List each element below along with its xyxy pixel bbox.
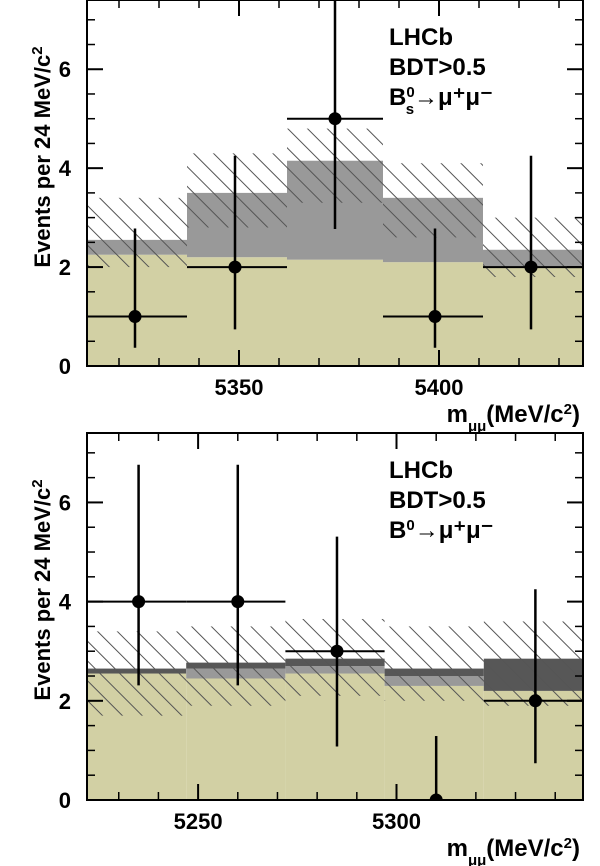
- y-tick-label: 6: [59, 490, 71, 515]
- x-axis-title-sub: μμ: [468, 418, 486, 435]
- uncertainty-band-bin-4: [483, 621, 583, 706]
- uncertainty-band-bin-1: [186, 626, 286, 706]
- data-point-4: [524, 260, 538, 274]
- uncertainty-band-bin-3: [383, 163, 483, 238]
- plot-area: [87, 464, 583, 800]
- annotation-tail: →μ⁺μ⁻: [414, 84, 493, 111]
- plot-area: [87, 0, 583, 366]
- annotation-line-2: B0 s→μ⁺μ⁻: [389, 84, 493, 118]
- y-tick-label: 4: [59, 590, 72, 615]
- plot-frame: [86, 432, 584, 801]
- y-axis-title-sup: 2: [29, 46, 46, 54]
- x-axis-title-close: ): [572, 835, 580, 862]
- x-axis-title: mμμ(MeV/c2): [447, 401, 580, 435]
- x-axis-title-sub: μμ: [468, 852, 486, 866]
- y-tick-label: 4: [59, 156, 72, 181]
- x-axis-title-main: m: [447, 835, 468, 862]
- uncertainty-band-bin-2: [285, 618, 385, 696]
- bar-background-bin-1: [187, 257, 287, 366]
- data-point-3: [428, 310, 442, 324]
- x-axis-title-tail: (MeV/c: [486, 401, 563, 428]
- data-point-0: [132, 595, 146, 609]
- y-axis-title: Events per 24 MeV/c2: [29, 46, 56, 267]
- annotation-main: B: [389, 517, 406, 544]
- y-axis-title-sup: 2: [29, 479, 46, 487]
- annotation-line-2: B0→μ⁺μ⁻: [389, 517, 493, 545]
- annotation-sup: 0: [406, 517, 414, 534]
- annotation-sub: s: [406, 101, 414, 118]
- plot-frame: [86, 0, 584, 367]
- data-point-2: [328, 112, 342, 126]
- y-tick-label: 2: [59, 689, 71, 714]
- x-axis-title: mμμ(MeV/c2): [447, 835, 580, 866]
- y-axis-title-main: Events per 24 MeV/c: [30, 55, 55, 268]
- x-tick-label: 5350: [215, 375, 264, 400]
- data-point-1: [231, 595, 245, 609]
- bar-background-bin-2: [287, 259, 383, 366]
- annotation-main: BDT>0.5: [389, 487, 486, 514]
- y-axis-title-main: Events per 24 MeV/c: [30, 488, 55, 701]
- annotation-main: LHCb: [389, 457, 453, 484]
- annotation-line-1: BDT>0.5: [389, 487, 486, 514]
- data-point-0: [128, 310, 142, 324]
- x-axis-title-sup: 2: [564, 401, 572, 418]
- annotation-line-0: LHCb: [389, 457, 453, 484]
- data-point-4: [528, 694, 542, 708]
- annotation-line-1: BDT>0.5: [389, 54, 486, 81]
- x-axis-title-tail: (MeV/c: [486, 835, 563, 862]
- y-tick-label: 0: [59, 354, 71, 379]
- y-axis-title: Events per 24 MeV/c2: [29, 479, 56, 700]
- x-axis-title-close: ): [572, 401, 580, 428]
- uncertainty-band-bin-1: [187, 153, 287, 228]
- data-point-1: [228, 260, 242, 274]
- annotation-line-0: LHCb: [389, 24, 453, 51]
- bar-background-bin-4: [483, 267, 583, 366]
- bar-background-bin-4: [483, 690, 583, 800]
- data-point-2: [330, 644, 344, 658]
- annotation-main: BDT>0.5: [389, 54, 486, 81]
- x-tick-label: 5250: [174, 809, 223, 834]
- x-axis-title-main: m: [447, 401, 468, 428]
- uncertainty-band-bin-0: [87, 197, 187, 268]
- x-tick-label: 5400: [415, 375, 464, 400]
- uncertainty-band-bin-3: [384, 626, 484, 701]
- y-tick-label: 6: [59, 57, 71, 82]
- y-tick-label: 2: [59, 255, 71, 280]
- x-tick-label: 5300: [372, 809, 421, 834]
- annotation-main: B: [389, 84, 406, 111]
- y-tick-label: 0: [59, 788, 71, 813]
- x-axis-title-sup: 2: [564, 835, 572, 852]
- annotation-tail: →μ⁺μ⁻: [415, 517, 494, 544]
- annotation-sup: 0: [406, 84, 414, 101]
- uncertainty-band-bin-0: [87, 631, 187, 716]
- annotation-main: LHCb: [389, 24, 453, 51]
- bar-background-bin-3: [384, 685, 484, 800]
